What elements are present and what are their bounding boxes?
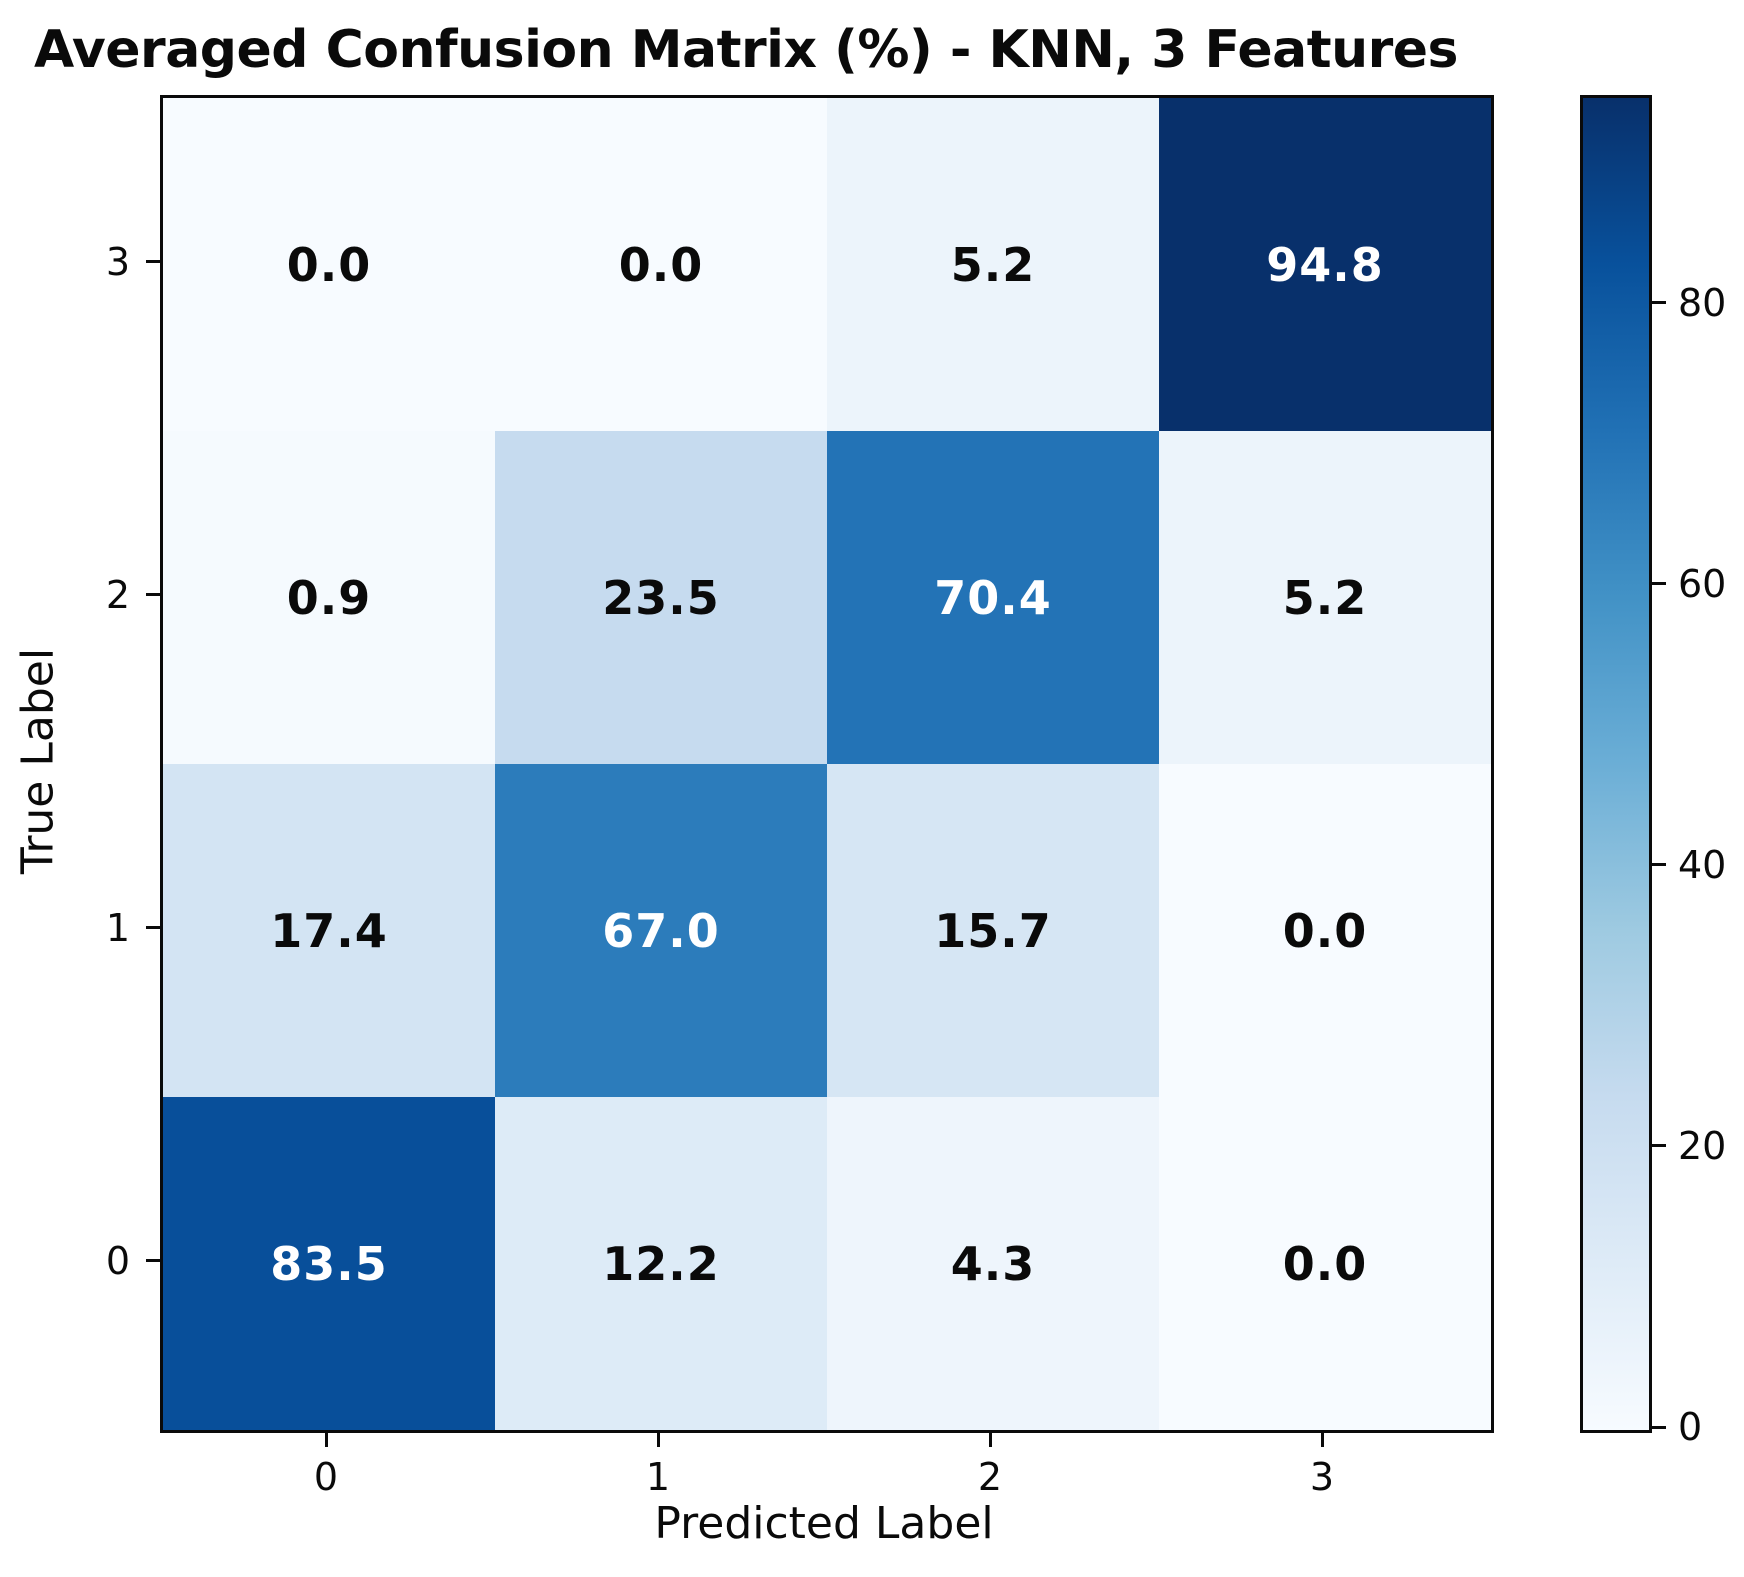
- heatmap-cell-true0-pred3: 0.0: [1159, 1097, 1491, 1430]
- cell-value: 5.2: [950, 237, 1036, 292]
- tick-mark: [1652, 1425, 1666, 1429]
- heatmap-cell-true2-pred1: 23.5: [495, 431, 827, 764]
- cell-value: 4.3: [950, 1236, 1036, 1291]
- heatmap-cell-true2-pred2: 70.4: [827, 431, 1159, 764]
- y-tick-label-1: 1: [105, 905, 130, 950]
- colorbar: [1580, 95, 1652, 1433]
- tick-mark: [656, 1433, 660, 1447]
- x-axis-label: Predicted Label: [654, 1498, 994, 1549]
- heatmap-cell-true1-pred1: 67.0: [495, 764, 827, 1097]
- cell-value: 15.7: [934, 903, 1052, 958]
- cell-value: 70.4: [934, 570, 1052, 625]
- colorbar-tick-label-40: 40: [1678, 842, 1727, 887]
- cell-value: 83.5: [270, 1236, 388, 1291]
- cell-value: 0.0: [1282, 903, 1368, 958]
- heatmap-cell-true0-pred1: 12.2: [495, 1097, 827, 1430]
- cell-value: 17.4: [270, 903, 388, 958]
- colorbar-tick-label-60: 60: [1678, 561, 1727, 606]
- x-tick-label-1: 1: [645, 1455, 671, 1499]
- tick-mark: [988, 1433, 992, 1447]
- colorbar-tick-label-20: 20: [1678, 1123, 1727, 1168]
- tick-mark: [1652, 863, 1666, 867]
- tick-mark: [146, 593, 160, 596]
- x-tick-label-3: 3: [1309, 1455, 1335, 1499]
- heatmap-grid: 0.0 0.0 5.2 94.8 0.9 23.5 70.4 5.2 17.4 67.0 15.7 0…: [160, 95, 1494, 1433]
- chart-title: Averaged Confusion Matrix (%) - KNN, 3 F…: [34, 20, 1459, 80]
- colorbar-tick-label-0: 0: [1678, 1405, 1703, 1449]
- cell-value: 0.0: [286, 237, 372, 292]
- heatmap-cell-true3-pred1: 0.0: [495, 98, 827, 431]
- y-tick-label-3: 3: [105, 239, 130, 284]
- tick-mark: [146, 260, 160, 263]
- tick-mark: [1652, 301, 1666, 305]
- y-tick-label-2: 2: [105, 572, 130, 617]
- tick-mark: [1652, 1144, 1666, 1148]
- x-tick-label-0: 0: [313, 1455, 339, 1499]
- heatmap-cell-true0-pred0: 83.5: [163, 1097, 495, 1430]
- tick-mark: [146, 1259, 160, 1262]
- cell-value: 0.0: [1282, 1236, 1368, 1291]
- tick-mark: [1320, 1433, 1324, 1447]
- heatmap-cell-true3-pred2: 5.2: [827, 98, 1159, 431]
- y-tick-label-0: 0: [105, 1238, 130, 1283]
- heatmap-cell-true3-pred0: 0.0: [163, 98, 495, 431]
- heatmap-cell-true2-pred0: 0.9: [163, 431, 495, 764]
- cell-value: 12.2: [602, 1236, 720, 1291]
- cell-value: 5.2: [1282, 570, 1368, 625]
- tick-mark: [146, 926, 160, 929]
- heatmap-cell-true1-pred0: 17.4: [163, 764, 495, 1097]
- cell-value: 23.5: [602, 570, 720, 625]
- cell-value: 67.0: [602, 903, 720, 958]
- heatmap-cell-true0-pred2: 4.3: [827, 1097, 1159, 1430]
- tick-mark: [324, 1433, 328, 1447]
- tick-mark: [1652, 582, 1666, 586]
- x-tick-label-2: 2: [977, 1455, 1003, 1499]
- heatmap-cell-true3-pred3: 94.8: [1159, 98, 1491, 431]
- heatmap-cell-true1-pred2: 15.7: [827, 764, 1159, 1097]
- heatmap-cell-true2-pred3: 5.2: [1159, 431, 1491, 764]
- cell-value: 0.9: [286, 570, 372, 625]
- cell-value: 0.0: [618, 237, 704, 292]
- cell-value: 94.8: [1266, 237, 1384, 292]
- y-axis-label: True Label: [12, 647, 64, 875]
- heatmap-cell-true1-pred3: 0.0: [1159, 764, 1491, 1097]
- colorbar-tick-label-80: 80: [1678, 280, 1727, 325]
